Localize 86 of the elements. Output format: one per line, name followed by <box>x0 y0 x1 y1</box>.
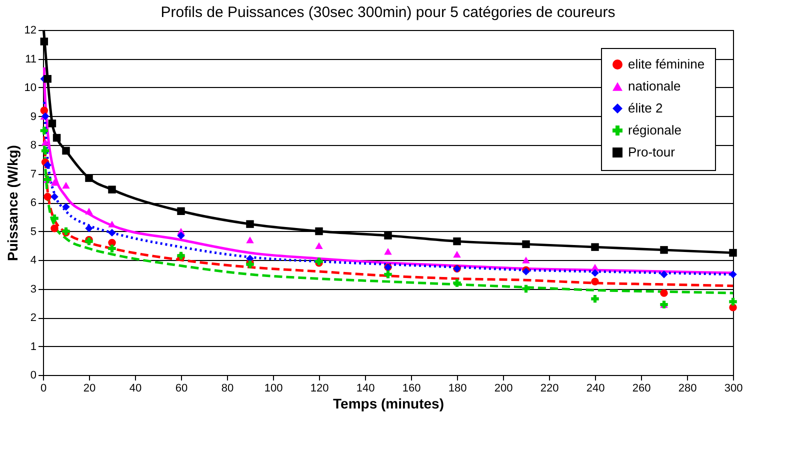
point <box>522 240 530 248</box>
x-tick-label: 60 <box>175 382 188 394</box>
point <box>453 250 461 258</box>
point <box>522 256 530 264</box>
legend-label: Pro-tour <box>628 144 676 160</box>
point <box>52 134 61 142</box>
y-tick-label: 3 <box>30 283 36 296</box>
point <box>40 38 48 46</box>
x-tick-label: 300 <box>724 382 743 394</box>
point <box>44 75 52 83</box>
point <box>62 146 70 155</box>
chart-title: Profils de Puissances (30sec 300min) pour 5 catégories de coureurs <box>160 4 616 21</box>
y-tick-label: 1 <box>30 340 36 353</box>
point <box>246 220 254 228</box>
point <box>591 278 599 286</box>
x-tick-label: 140 <box>356 382 375 394</box>
x-tick-label: 40 <box>129 382 142 394</box>
x-tick-label: 240 <box>586 382 605 394</box>
x-tick-label: 160 <box>402 382 421 394</box>
point <box>591 243 599 251</box>
point <box>246 236 254 244</box>
point <box>591 264 599 271</box>
point <box>591 269 599 277</box>
point <box>315 242 323 249</box>
x-tick-label: 120 <box>310 382 329 394</box>
x-tick-label: 0 <box>40 382 47 394</box>
y-tick-label: 9 <box>30 110 36 123</box>
x-tick-label: 260 <box>632 382 651 394</box>
y-tick-label: 0 <box>30 370 36 382</box>
point <box>660 270 668 278</box>
point <box>41 146 50 155</box>
legend-label: élite 2 <box>628 100 663 116</box>
y-tick-label: 6 <box>30 197 36 209</box>
point <box>660 289 668 297</box>
point <box>729 298 737 306</box>
point <box>62 202 70 211</box>
x-tick-label: 80 <box>221 382 234 394</box>
point <box>384 248 392 255</box>
y-tick-label: 10 <box>24 82 36 94</box>
point <box>62 182 70 189</box>
point <box>44 161 52 169</box>
x-tick-label: 20 <box>83 382 96 394</box>
point <box>108 220 116 228</box>
point <box>85 224 93 232</box>
point <box>660 246 668 254</box>
point <box>729 270 737 278</box>
point <box>85 208 93 214</box>
y-tick-label: 8 <box>30 140 36 152</box>
point <box>384 232 392 240</box>
x-tick-label: 180 <box>448 382 467 394</box>
point <box>453 237 461 246</box>
point <box>40 106 48 114</box>
legend-label: régionale <box>628 122 682 138</box>
point <box>50 192 58 201</box>
point <box>40 126 48 134</box>
point <box>108 186 116 194</box>
x-tick-label: 220 <box>540 382 559 394</box>
y-tick-label: 4 <box>30 254 36 266</box>
point <box>108 244 116 252</box>
point <box>591 294 599 303</box>
x-tick-label: 100 <box>264 382 283 394</box>
y-tick-label: 2 <box>30 312 36 324</box>
point <box>384 270 392 278</box>
x-tick-label: 280 <box>678 382 697 394</box>
legend-label: nationale <box>628 78 681 94</box>
legend-label: elite féminine <box>628 56 705 72</box>
point <box>177 232 185 240</box>
point <box>50 214 58 222</box>
y-tick-label: 5 <box>30 226 36 238</box>
point <box>50 224 58 232</box>
point <box>108 228 116 237</box>
point <box>44 192 52 201</box>
point <box>453 279 461 287</box>
point <box>50 179 58 186</box>
y-tick-label: 11 <box>25 53 36 66</box>
y-tick-label: 12 <box>24 24 36 36</box>
point <box>522 284 530 293</box>
point <box>48 120 56 128</box>
point <box>729 248 737 257</box>
y-tick-label: 7 <box>30 168 36 180</box>
x-tick-label: 200 <box>494 382 513 394</box>
x-axis-title: Temps (minutes) <box>333 396 444 412</box>
point <box>177 207 185 215</box>
point <box>85 174 93 182</box>
y-axis-title: Puissance (W/kg) <box>4 145 20 261</box>
point <box>315 227 323 236</box>
